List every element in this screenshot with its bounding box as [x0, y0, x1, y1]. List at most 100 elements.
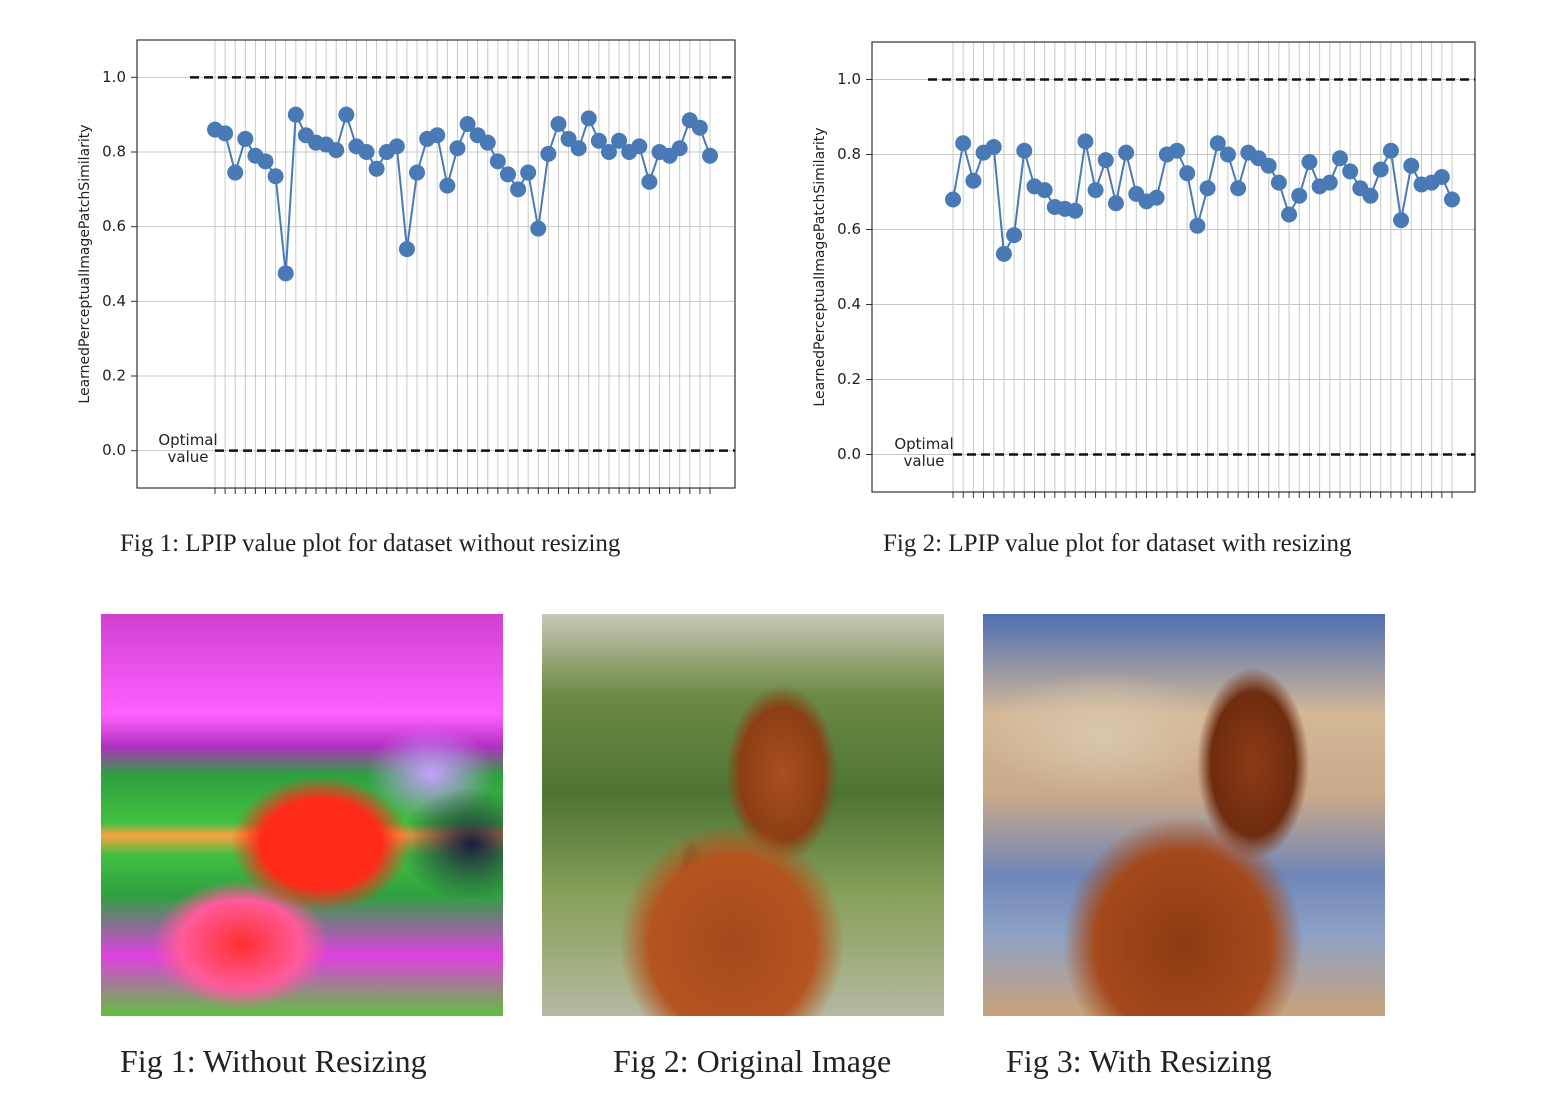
data-point — [1209, 135, 1226, 152]
data-point — [1382, 142, 1399, 159]
data-point — [1179, 165, 1196, 182]
chart-caption: Fig 1: LPIP value plot for dataset witho… — [120, 530, 621, 557]
y-tick-label: 0.4 — [102, 292, 126, 310]
data-point — [995, 245, 1012, 262]
data-point — [1270, 174, 1287, 191]
data-point — [388, 138, 405, 155]
data-point — [449, 140, 466, 157]
data-point — [328, 142, 345, 159]
data-point — [267, 168, 284, 185]
data-point — [510, 181, 527, 198]
chart-caption: Fig 2: LPIP value plot for dataset with … — [883, 530, 1352, 557]
data-point — [580, 110, 597, 127]
annotation: Optimal value — [158, 431, 218, 466]
data-point — [1077, 133, 1094, 150]
series-line — [214, 110, 711, 274]
data-point — [985, 139, 1002, 155]
y-tick-label: 0.0 — [102, 441, 126, 459]
data-point — [550, 116, 567, 132]
data-point — [1433, 169, 1450, 185]
data-point — [368, 160, 385, 177]
data-point — [1444, 191, 1460, 208]
y-tick-label: 0.6 — [102, 217, 126, 235]
y-tick-label: 1.0 — [102, 68, 126, 86]
data-point — [570, 140, 587, 157]
data-point — [1260, 157, 1277, 174]
y-axis-label: LearnedPerceptualImagePatchSimilarity — [812, 127, 828, 406]
data-point — [1016, 142, 1033, 159]
data-point — [499, 166, 516, 183]
data-point — [459, 116, 476, 132]
data-point — [1087, 182, 1104, 199]
y-tick-label: 0.8 — [102, 143, 126, 161]
generated-image — [101, 614, 503, 1016]
y-tick-label: 0.4 — [837, 295, 861, 313]
data-point — [217, 125, 234, 142]
data-point — [287, 106, 304, 123]
data-point — [1403, 157, 1420, 174]
charts: 0.0 0.2 0.4 0.6 0.8 1.0 LearnedPerceptualImage… — [77, 39, 1476, 498]
data-point — [1331, 150, 1348, 167]
data-point — [590, 132, 607, 149]
data-point — [257, 153, 274, 170]
data-point — [489, 153, 506, 170]
data-point — [227, 164, 244, 181]
data-point — [1107, 195, 1124, 212]
data-point — [277, 265, 294, 282]
y-tick-label: 0.2 — [102, 367, 126, 385]
data-point — [520, 164, 537, 181]
data-point — [691, 119, 708, 136]
data-point — [600, 144, 617, 160]
data-point — [1393, 212, 1410, 229]
data-point — [1189, 217, 1206, 234]
data-point — [1219, 146, 1236, 163]
annotation: Optimal value — [894, 435, 954, 470]
generated-image — [983, 614, 1385, 1016]
data-point — [1036, 182, 1053, 199]
data-point — [429, 127, 446, 144]
image-caption: Fig 2: Original Image — [613, 1043, 892, 1079]
plot-frame — [871, 41, 1476, 493]
y-tick-label: 0.2 — [837, 370, 861, 388]
data-point — [540, 145, 557, 162]
data-point — [398, 241, 415, 258]
data-point — [1281, 206, 1298, 223]
y-tick-label: 0.0 — [837, 445, 861, 463]
data-point — [358, 144, 375, 160]
data-point — [1230, 180, 1247, 197]
data-point — [1006, 227, 1023, 244]
data-point — [945, 191, 961, 208]
data-point — [702, 147, 718, 164]
data-point — [1301, 154, 1318, 170]
data-point — [1199, 180, 1216, 197]
y-axis-label: LearnedPerceptualImagePatchSimilarity — [77, 124, 93, 403]
data-point — [965, 172, 982, 189]
data-point — [530, 220, 547, 237]
data-point — [1169, 142, 1186, 159]
data-point — [1148, 189, 1165, 206]
data-point — [1291, 187, 1308, 204]
data-point — [409, 164, 426, 181]
data-point — [955, 135, 972, 152]
y-tick-label: 1.0 — [837, 70, 861, 88]
data-point — [1321, 174, 1338, 191]
data-point — [1097, 152, 1114, 169]
data-point — [1067, 202, 1084, 219]
original-image — [542, 614, 944, 1016]
data-point — [338, 106, 355, 123]
data-point — [237, 130, 254, 147]
plot-frame — [136, 39, 736, 489]
image-caption: Fig 3: With Resizing — [1006, 1043, 1272, 1079]
data-point — [1118, 144, 1135, 161]
y-tick-label: 0.6 — [837, 220, 861, 238]
data-point — [641, 173, 658, 190]
data-point — [1342, 163, 1359, 180]
data-point — [631, 138, 648, 155]
data-point — [611, 132, 628, 149]
data-point — [1372, 161, 1389, 178]
data-point — [560, 130, 577, 147]
data-point — [439, 177, 456, 194]
y-tick-label: 0.8 — [837, 145, 861, 163]
data-point — [479, 134, 496, 151]
